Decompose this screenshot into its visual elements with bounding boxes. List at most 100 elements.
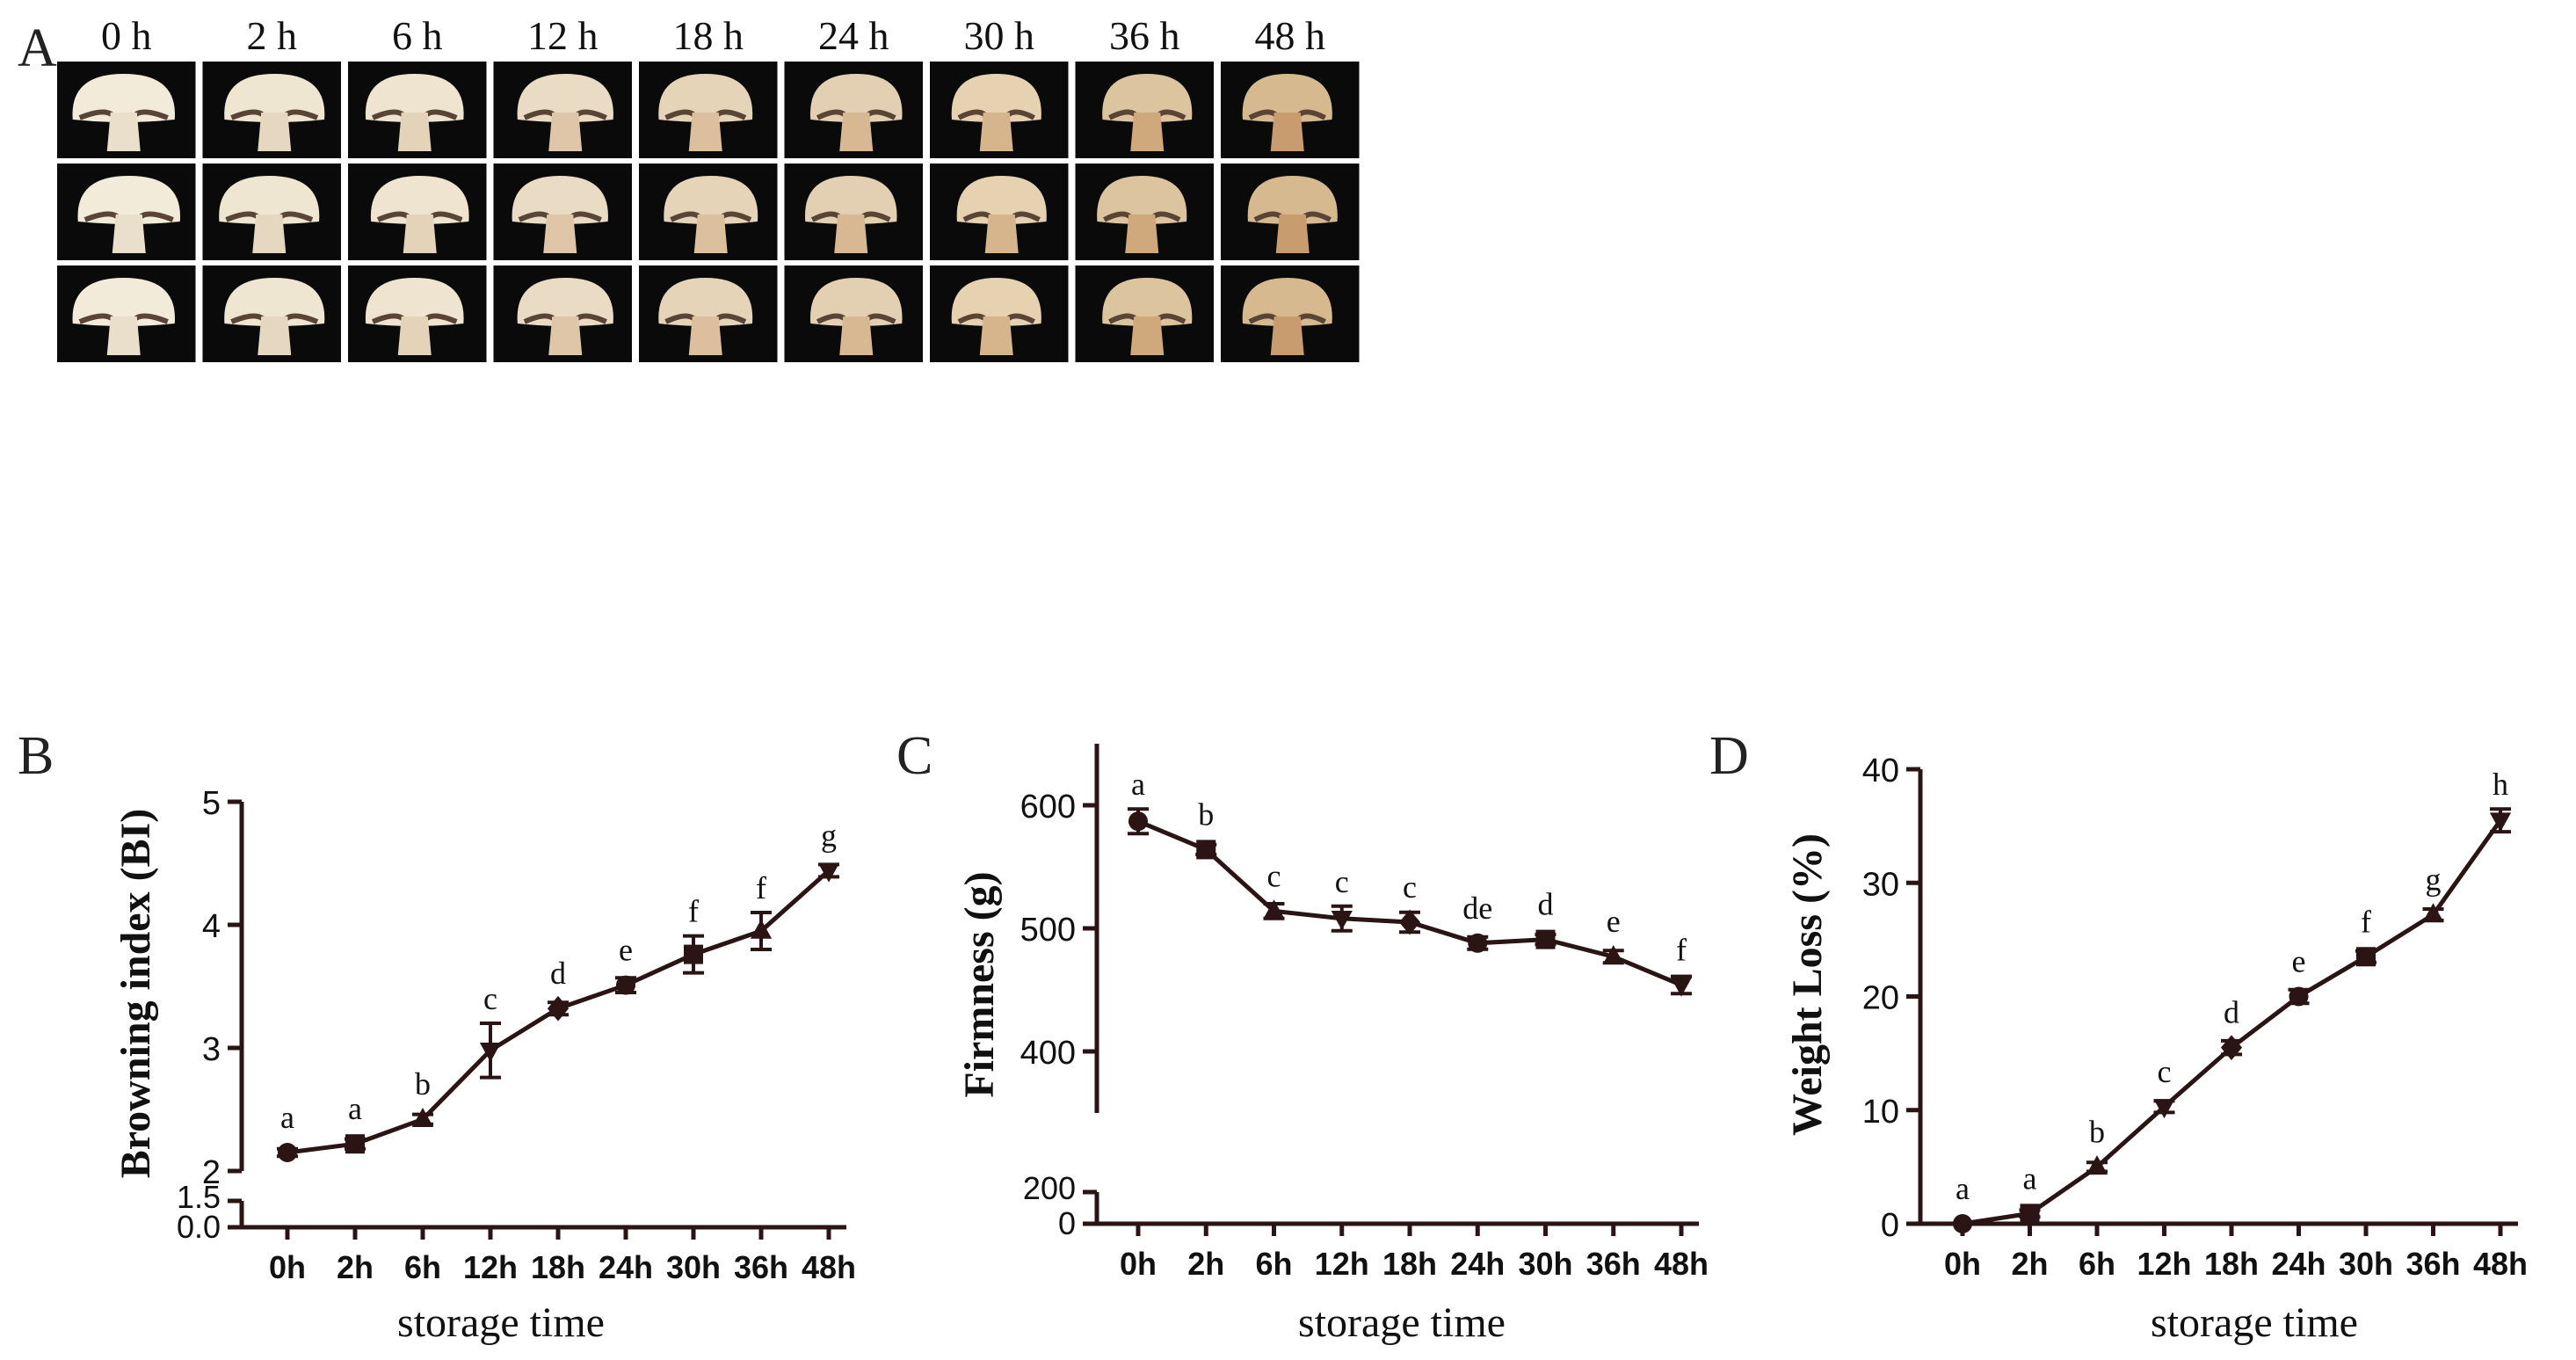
significance-letter: g	[821, 818, 837, 853]
mushroom-photo	[639, 265, 778, 362]
panel-a-letter: A	[18, 18, 57, 78]
significance-letter: g	[2426, 862, 2442, 897]
y-tick-label: 20	[1862, 980, 1899, 1017]
panel-c-letter: C	[896, 726, 932, 786]
y-tick-label: 0	[1881, 1207, 1899, 1244]
x-tick-label: 18h	[531, 1249, 585, 1285]
panel-b-letter: B	[18, 726, 54, 786]
x-tick-label: 30h	[666, 1249, 721, 1285]
significance-letter: f	[2361, 904, 2371, 939]
significance-letter: b	[2089, 1114, 2105, 1149]
mushroom-photo	[493, 164, 632, 260]
x-tick-label: 48h	[2473, 1246, 2528, 1282]
panel-b-ylabel: Browning index (BI)	[112, 809, 159, 1179]
panel-d-ylabel: Weight Loss (%)	[1784, 833, 1831, 1136]
mushroom-stipe	[979, 316, 1013, 355]
data-point	[2289, 986, 2309, 1007]
mushroom-stipe	[834, 215, 868, 253]
mushroom-photo	[57, 265, 196, 362]
x-tick-label: 12h	[2137, 1246, 2191, 1282]
significance-letter: e	[619, 933, 633, 968]
mushroom-photo	[202, 265, 341, 362]
data-point	[1263, 899, 1285, 920]
mushroom-stipe	[1130, 316, 1165, 355]
x-tick-label: 36h	[2405, 1246, 2460, 1282]
significance-letter: d	[2224, 995, 2239, 1030]
y-tick-label: 5	[202, 785, 221, 822]
time-label-7: 36 h	[1109, 13, 1180, 58]
mushroom-stipe	[839, 316, 874, 355]
mushroom-photo	[930, 265, 1069, 362]
data-point	[2153, 1099, 2175, 1119]
time-label-1: 2 h	[247, 13, 298, 58]
x-tick-label: 6h	[404, 1249, 441, 1285]
data-point	[1196, 840, 1216, 860]
x-tick-label: 2h	[2011, 1246, 2048, 1282]
x-tick-label: 36h	[1586, 1246, 1641, 1282]
x-tick-label: 0h	[269, 1249, 306, 1285]
significance-letter: de	[1462, 891, 1492, 926]
mushroom-stipe	[106, 113, 141, 151]
x-tick-label: 30h	[2339, 1246, 2393, 1282]
significance-letter: d	[1538, 887, 1554, 922]
y-tick-label: 500	[1020, 912, 1076, 949]
x-tick-label: 24h	[599, 1249, 653, 1285]
mushroom-stipe	[688, 316, 722, 355]
mushroom-stipe	[1275, 215, 1310, 253]
panel-d-xlabel: storage time	[2151, 1299, 2358, 1346]
mushroom-photo	[930, 62, 1069, 158]
mushroom-stipe	[403, 215, 437, 253]
time-label-4: 18 h	[673, 13, 744, 58]
mushroom-photo	[784, 62, 923, 158]
y-tick-label: 3	[202, 1031, 221, 1068]
panel-a: A 0 h 2 h 6 h 12 h 18 h 24 h 30 h 36 h 48 h	[18, 13, 1360, 362]
data-point	[547, 995, 570, 1022]
x-tick-label: 0h	[1120, 1246, 1157, 1282]
panel-b-xlabel: storage time	[397, 1299, 605, 1346]
data-point	[1670, 977, 1693, 997]
data-point	[1602, 945, 1624, 964]
panel-d-chart: 0 10 20 30 40 0h 2h 6h 12h 18h 24h 30h 36h 48h a a b c d e f…	[1862, 753, 2528, 1282]
mushroom-stipe	[548, 316, 583, 355]
significance-letter: f	[756, 870, 766, 905]
time-label-8: 48 h	[1255, 13, 1326, 58]
mushroom-stipe	[693, 215, 728, 253]
mushroom-stipe	[397, 113, 432, 151]
mushroom-photo	[57, 62, 196, 158]
significance-letter: c	[1267, 858, 1281, 893]
y-tick-label: 0	[1058, 1205, 1076, 1241]
data-point	[1535, 929, 1556, 949]
data-point	[411, 1108, 434, 1127]
x-tick-label: 48h	[802, 1249, 856, 1285]
y-tick-label: 40	[1862, 753, 1899, 789]
y-tick-label: 2	[202, 1154, 221, 1191]
mushroom-stipe	[397, 316, 432, 355]
panel-d-letter: D	[1709, 726, 1749, 786]
significance-letter: d	[550, 956, 566, 991]
significance-letter: c	[1403, 869, 1417, 905]
data-point	[2020, 1204, 2040, 1224]
time-label-0: 0 h	[101, 13, 152, 58]
mushroom-stipe	[1270, 316, 1304, 355]
data-point	[1398, 909, 1421, 935]
y-tick-label: 30	[1862, 866, 1899, 903]
data-point	[684, 944, 703, 964]
mushroom-stipe	[258, 113, 292, 151]
mushroom-photo	[784, 164, 923, 260]
data-point	[1468, 933, 1488, 953]
mushroom-photo	[1075, 265, 1214, 362]
mushroom-stipe	[252, 215, 287, 253]
data-point	[1331, 911, 1353, 930]
x-tick-label: 0h	[1944, 1246, 1981, 1282]
panel-c-xlabel: storage time	[1298, 1299, 1506, 1346]
x-tick-label: 24h	[2271, 1246, 2326, 1282]
data-point	[479, 1043, 502, 1062]
data-point	[345, 1134, 365, 1154]
data-point	[278, 1143, 297, 1162]
mushroom-stipe	[543, 215, 577, 253]
mushroom-photo	[348, 164, 487, 260]
significance-letter: b	[415, 1066, 431, 1102]
significance-letter: f	[688, 894, 699, 929]
mushroom-photo	[1221, 164, 1360, 260]
